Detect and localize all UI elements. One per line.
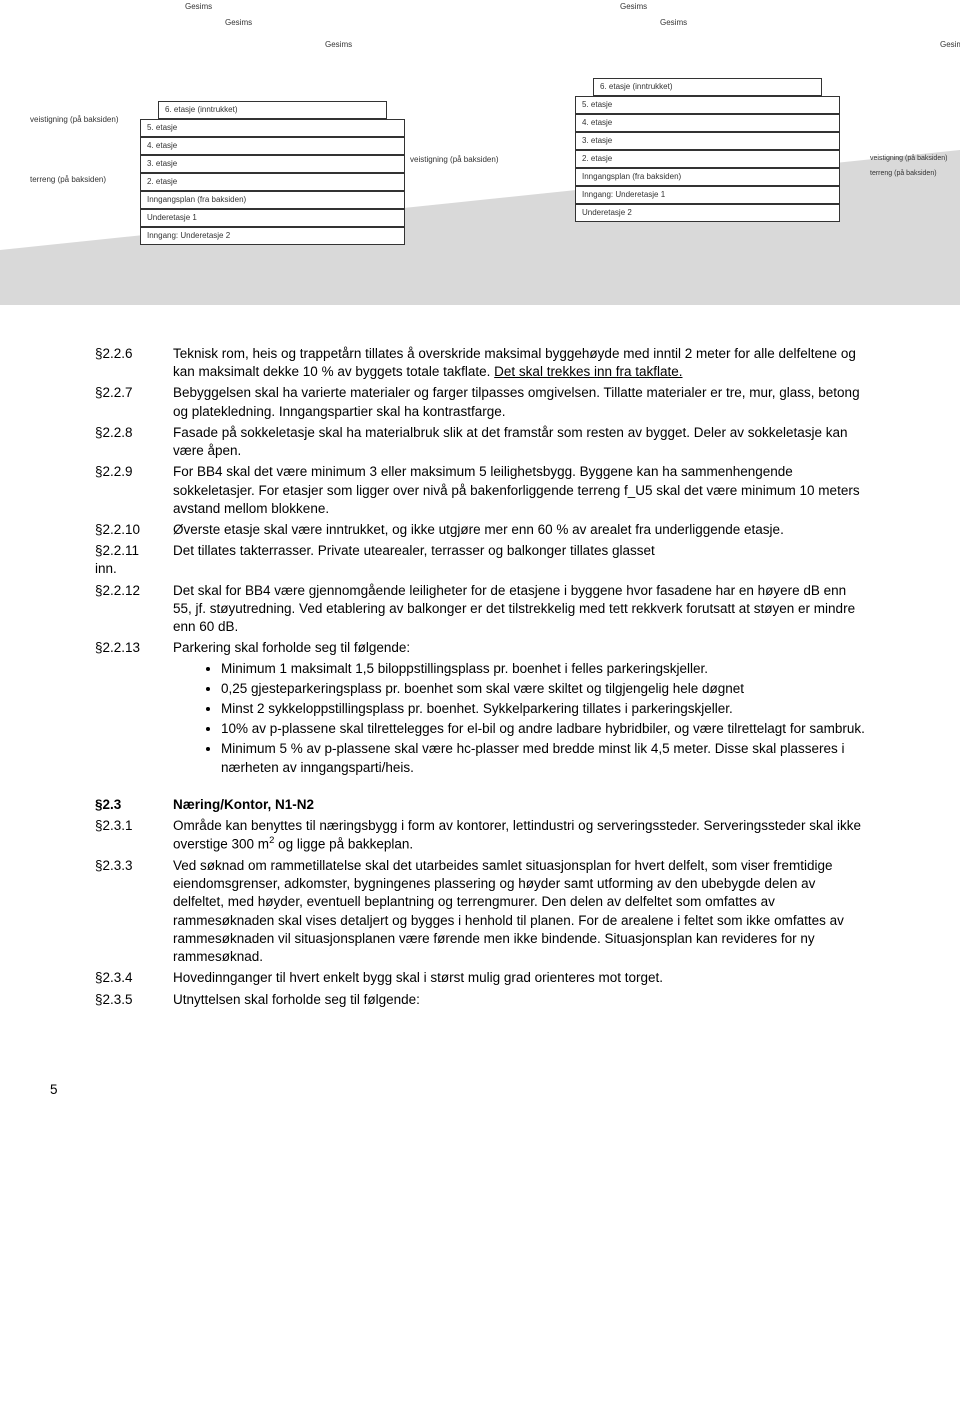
clause-row: §2.3.1Område kan benyttes til næringsbyg…	[95, 817, 865, 854]
clause-text: Teknisk rom, heis og trappetårn tillates…	[173, 345, 865, 381]
clause-row: §2.2.13Parkering skal forholde seg til f…	[95, 639, 865, 779]
clauses-section-2-3: §2.3Næring/Kontor, N1-N2§2.3.1Område kan…	[95, 796, 865, 1009]
floor-row: Underetasje 1	[140, 209, 405, 227]
clause-number: §2.3.4	[95, 969, 173, 987]
clause-row: §2.3.3Ved søknad om rammetillatelse skal…	[95, 857, 865, 966]
bullet-item: Minimum 5 % av p-plassene skal være hc-p…	[221, 740, 865, 776]
clause-number: §2.3.3	[95, 857, 173, 966]
bullet-list: Minimum 1 maksimalt 1,5 biloppstillingsp…	[173, 660, 865, 777]
clauses-section-2-2: §2.2.6Teknisk rom, heis og trappetårn ti…	[95, 345, 865, 779]
floor-row: Inngangsplan (fra baksiden)	[140, 191, 405, 209]
floor-row: 2. etasje	[575, 150, 840, 168]
clause-text: Ved søknad om rammetillatelse skal det u…	[173, 857, 865, 966]
floor-row: 5. etasje	[140, 119, 405, 137]
floor-row: Underetasje 2	[575, 204, 840, 222]
clause-row: §2.2.8Fasade på sokkeletasje skal ha mat…	[95, 424, 865, 460]
clause-row: §2.3.4Hovedinnganger til hvert enkelt by…	[95, 969, 865, 987]
clause-row: §2.2.12Det skal for BB4 være gjennomgåen…	[95, 582, 865, 637]
bullet-item: Minst 2 sykkeloppstillingsplass pr. boen…	[221, 700, 865, 718]
side-label: veistigning (på baksiden)	[30, 115, 119, 124]
side-label: terreng (på baksiden)	[30, 175, 106, 184]
clause-text: For BB4 skal det være minimum 3 eller ma…	[173, 463, 865, 518]
floor-row: Inngang: Underetasje 2	[140, 227, 405, 245]
clause-number: §2.3.5	[95, 991, 173, 1009]
clause-number: §2.2.11inn.	[95, 542, 173, 578]
clause-text: Hovedinnganger til hvert enkelt bygg ska…	[173, 969, 865, 987]
clause-number: §2.2.9	[95, 463, 173, 518]
bullet-item: Minimum 1 maksimalt 1,5 biloppstillingsp…	[221, 660, 865, 678]
gesims-label: Gesims	[620, 2, 647, 11]
clause-row: §2.2.11inn.Det tillates takterrasser. Pr…	[95, 542, 865, 578]
clause-number: §2.2.8	[95, 424, 173, 460]
gesims-label: Gesims	[225, 18, 252, 27]
page-number: 5	[0, 1052, 960, 1117]
clause-number: §2.3.1	[95, 817, 173, 854]
gesims-label: Gesims	[185, 2, 212, 11]
side-label: veistigning (på baksiden)	[410, 155, 499, 164]
clause-row: §2.2.7Bebyggelsen skal ha varierte mater…	[95, 384, 865, 420]
clause-number: §2.2.13	[95, 639, 173, 779]
floor-row: 6. etasje (inntrukket)	[593, 78, 822, 96]
clause-row: §2.3.5Utnyttelsen skal forholde seg til …	[95, 991, 865, 1009]
gesims-label: Gesims	[660, 18, 687, 27]
clause-text: Det skal for BB4 være gjennomgående leil…	[173, 582, 865, 637]
clause-text: Område kan benyttes til næringsbygg i fo…	[173, 817, 865, 854]
clause-text: Øverste etasje skal være inntrukket, og …	[173, 521, 865, 539]
floor-row: 2. etasje	[140, 173, 405, 191]
section-heading: §2.3Næring/Kontor, N1-N2	[95, 796, 865, 814]
building-left: 6. etasje (inntrukket)5. etasje4. etasje…	[140, 101, 405, 245]
building-right: 6. etasje (inntrukket)5. etasje4. etasje…	[575, 78, 840, 222]
side-label: veistigning (på baksiden)	[870, 155, 947, 162]
floor-row: 3. etasje	[140, 155, 405, 173]
floor-row: Inngang: Underetasje 1	[575, 186, 840, 204]
clause-number: §2.2.10	[95, 521, 173, 539]
clause-row: §2.2.10Øverste etasje skal være inntrukk…	[95, 521, 865, 539]
floor-row: 5. etasje	[575, 96, 840, 114]
bullet-item: 10% av p-plassene skal tilrettelegges fo…	[221, 720, 865, 738]
floor-row: 6. etasje (inntrukket)	[158, 101, 387, 119]
gesims-label: Gesims	[325, 40, 352, 49]
regulation-text: §2.2.6Teknisk rom, heis og trappetårn ti…	[0, 305, 960, 1052]
gesims-label: Gesims	[940, 40, 960, 49]
clause-text: Det tillates takterrasser. Private utear…	[173, 542, 865, 578]
floor-row: 4. etasje	[575, 114, 840, 132]
clause-text: Parkering skal forholde seg til følgende…	[173, 639, 865, 779]
building-section-diagram: 6. etasje (inntrukket)5. etasje4. etasje…	[0, 0, 960, 305]
heading-number: §2.3	[95, 796, 173, 814]
clause-text: Bebyggelsen skal ha varierte materialer …	[173, 384, 865, 420]
clause-text: Utnyttelsen skal forholde seg til følgen…	[173, 991, 865, 1009]
clause-row: §2.2.6Teknisk rom, heis og trappetårn ti…	[95, 345, 865, 381]
floor-row: 3. etasje	[575, 132, 840, 150]
floor-row: 4. etasje	[140, 137, 405, 155]
bullet-item: 0,25 gjesteparkeringsplass pr. boenhet s…	[221, 680, 865, 698]
clause-number: §2.2.6	[95, 345, 173, 381]
floor-row: Inngangsplan (fra baksiden)	[575, 168, 840, 186]
heading-text: Næring/Kontor, N1-N2	[173, 796, 865, 814]
clause-number: §2.2.7	[95, 384, 173, 420]
clause-number: §2.2.12	[95, 582, 173, 637]
clause-text: Fasade på sokkeletasje skal ha materialb…	[173, 424, 865, 460]
side-label: terreng (på baksiden)	[870, 170, 937, 177]
clause-row: §2.2.9For BB4 skal det være minimum 3 el…	[95, 463, 865, 518]
